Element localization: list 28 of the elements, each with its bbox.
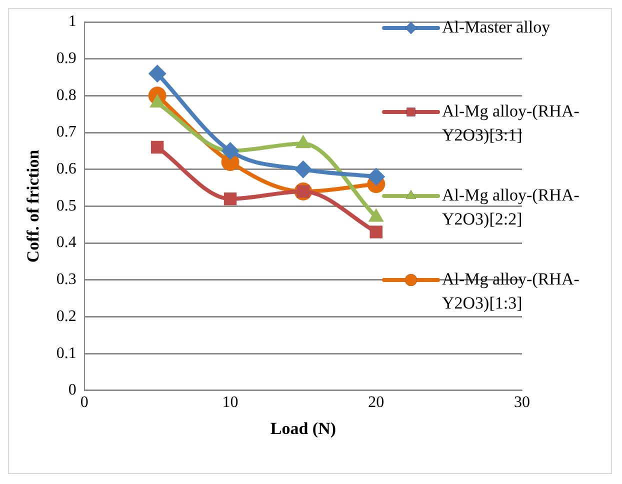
y-tick-label: 0.3 xyxy=(56,271,76,288)
x-tick-label: 30 xyxy=(514,394,530,412)
legend-label: Al-Mg alloy-(RHA-Y2O3)[2:2] xyxy=(442,185,580,228)
y-tick-label: 0.7 xyxy=(56,124,76,141)
x-tick-label: 0 xyxy=(80,394,88,412)
x-tick-label: 10 xyxy=(222,394,238,412)
legend-label: Al-Mg alloy-(RHA-Y2O3)[3:1] xyxy=(442,101,580,144)
y-tick-label: 0.8 xyxy=(56,86,76,104)
legend-label: Al-Master alloy xyxy=(442,17,551,36)
y-tick-label: 0.1 xyxy=(56,344,76,362)
y-tick-label: 0.5 xyxy=(56,197,76,214)
point xyxy=(367,168,386,186)
y-tick-label: 0.2 xyxy=(56,308,76,325)
y-tick-label: 0.9 xyxy=(56,50,76,68)
y-tick-label: 0.6 xyxy=(56,160,76,178)
y-axis-title: Coff. of friction xyxy=(24,149,43,263)
point xyxy=(148,64,166,83)
x-axis-title: Load (N) xyxy=(270,419,336,438)
point xyxy=(150,140,164,154)
point xyxy=(224,192,237,206)
point xyxy=(294,160,312,178)
point xyxy=(221,142,240,160)
y-tick-label: 1 xyxy=(68,13,76,30)
x-tick-label: 20 xyxy=(368,394,384,412)
y-tick-label: 0.4 xyxy=(56,234,76,252)
point xyxy=(370,226,382,238)
y-tick-label: 0 xyxy=(68,382,76,399)
legend-label: Al-Mg alloy-(RHA-Y2O3)[1:3] xyxy=(442,269,580,312)
